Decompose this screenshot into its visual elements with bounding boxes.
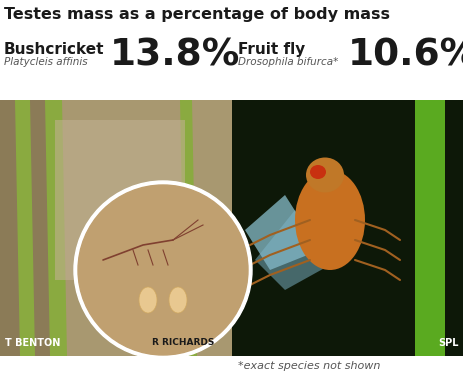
Bar bbox=[232, 100, 463, 356]
Polygon shape bbox=[45, 100, 67, 356]
Ellipse shape bbox=[309, 165, 325, 179]
Text: R RICHARDS: R RICHARDS bbox=[151, 338, 214, 347]
Text: Bushcricket: Bushcricket bbox=[4, 42, 104, 57]
Bar bbox=[0, 100, 232, 356]
Text: SPL: SPL bbox=[438, 338, 458, 348]
Polygon shape bbox=[180, 100, 197, 356]
Polygon shape bbox=[244, 195, 319, 270]
Text: 10.6%: 10.6% bbox=[347, 38, 463, 74]
Polygon shape bbox=[15, 100, 35, 356]
Bar bbox=[232, 356, 463, 382]
Text: Platycleis affinis: Platycleis affinis bbox=[4, 57, 88, 67]
Ellipse shape bbox=[294, 170, 364, 270]
Text: Testes mass as a percentage of body mass: Testes mass as a percentage of body mass bbox=[4, 7, 389, 22]
Text: 13.8%: 13.8% bbox=[110, 38, 240, 74]
Circle shape bbox=[74, 181, 251, 359]
Text: Drosophila bifurca*: Drosophila bifurca* bbox=[238, 57, 338, 67]
Ellipse shape bbox=[169, 287, 187, 313]
Bar bbox=[0, 356, 232, 382]
Text: *exact species not shown: *exact species not shown bbox=[238, 361, 380, 371]
Polygon shape bbox=[255, 210, 329, 290]
Circle shape bbox=[78, 185, 247, 355]
Bar bbox=[55, 120, 185, 280]
Text: T BENTON: T BENTON bbox=[5, 338, 60, 348]
Bar bbox=[0, 0, 463, 100]
Text: Fruit fly: Fruit fly bbox=[238, 42, 305, 57]
Bar bbox=[414, 100, 444, 356]
Ellipse shape bbox=[305, 157, 343, 193]
Ellipse shape bbox=[139, 287, 156, 313]
Bar bbox=[0, 100, 50, 356]
